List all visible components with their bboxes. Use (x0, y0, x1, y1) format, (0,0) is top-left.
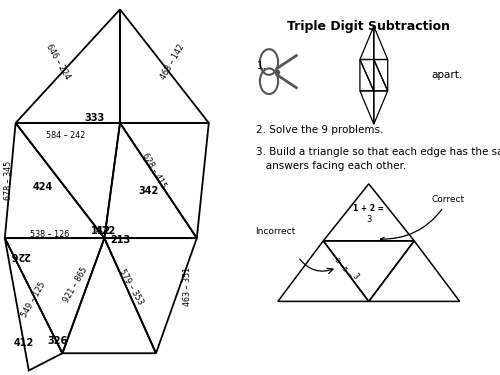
Text: Triple Digit Subtraction: Triple Digit Subtraction (287, 20, 450, 33)
Text: 8 - 5 =: 8 - 5 = (334, 256, 353, 279)
Text: 226: 226 (10, 250, 30, 260)
Text: 678 – 345: 678 – 345 (4, 160, 13, 200)
Text: 213: 213 (110, 235, 130, 245)
Text: 538 – 126: 538 – 126 (30, 230, 69, 239)
Text: 628 – 415: 628 – 415 (140, 152, 168, 190)
Text: 549 – 125: 549 – 125 (20, 280, 48, 320)
Text: 2. Solve the 9 problems.: 2. Solve the 9 problems. (256, 125, 384, 135)
Text: 579 – 353: 579 – 353 (117, 267, 144, 306)
Text: 422: 422 (96, 226, 116, 236)
Text: Incorrect: Incorrect (255, 227, 296, 237)
Text: 424: 424 (33, 183, 54, 192)
Text: 468 – 142: 468 – 142 (159, 43, 186, 81)
Text: 326: 326 (48, 336, 68, 346)
Text: answers facing each other.: answers facing each other. (256, 161, 406, 171)
Text: 463 – 351: 463 – 351 (182, 267, 192, 306)
Text: 1.: 1. (256, 61, 266, 71)
Text: 412: 412 (14, 338, 34, 348)
Text: 3. Build a triangle so that each edge has the same: 3. Build a triangle so that each edge ha… (256, 147, 500, 157)
Text: 584 – 242: 584 – 242 (46, 130, 86, 140)
Text: 1 + 2 =: 1 + 2 = (354, 204, 384, 213)
Text: 333: 333 (84, 113, 105, 123)
Text: 921 – 865: 921 – 865 (62, 266, 90, 304)
Text: apart.: apart. (432, 70, 463, 80)
Text: 342: 342 (138, 186, 159, 196)
Text: 112: 112 (90, 226, 111, 236)
Text: 3: 3 (366, 215, 372, 224)
Text: Correct: Correct (380, 195, 464, 241)
Text: 3: 3 (350, 272, 360, 281)
Text: 646 – 224: 646 – 224 (44, 43, 72, 81)
